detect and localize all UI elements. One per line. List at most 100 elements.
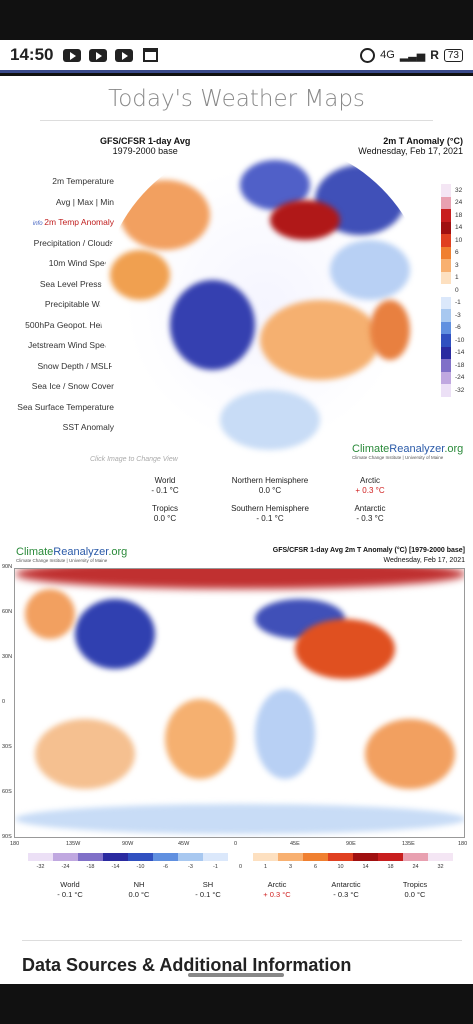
y-tick-label: 90N xyxy=(2,564,13,570)
signal-icon: ▂▃▅ xyxy=(399,49,426,62)
menu-item-label: Snow Depth / MSLP xyxy=(37,360,114,371)
globe-color-legend: 32 24 18 14 10 6 3 1 0 -1 -3 -6 -10 -14 -18 -24 -32 xyxy=(441,184,467,397)
legend-label: -6 xyxy=(163,864,168,870)
legend-swatch xyxy=(441,346,451,359)
menu-item[interactable]: Sea Surface Temperature xyxy=(0,397,118,418)
legend-label: 24 xyxy=(412,864,419,870)
stat-value: + 0.3 °C xyxy=(355,486,385,495)
world-anomaly-map[interactable] xyxy=(14,568,465,838)
menu-item[interactable]: 2m Temperature xyxy=(0,171,118,192)
menu-item[interactable]: Sea Ice / Snow Cover xyxy=(0,376,118,397)
legend-label: -6 xyxy=(455,324,461,332)
legend-label: 24 xyxy=(455,199,463,207)
stat-name: Southern Hemisphere xyxy=(231,504,309,513)
legend-swatch xyxy=(228,853,253,861)
legend-entry: 14 xyxy=(441,221,467,234)
legend-swatch xyxy=(441,309,451,322)
y-tick-label: 30N xyxy=(2,654,13,660)
legend-label: -10 xyxy=(455,336,465,344)
status-time: 14:50 xyxy=(10,45,54,64)
globe-model-label: GFS/CFSR 1-day Avg xyxy=(100,136,191,146)
x-tick-label: 135W xyxy=(66,841,81,847)
data-sources-heading: Data Sources & Additional Information xyxy=(22,940,462,976)
menu-item[interactable]: Jetstream Wind Speed xyxy=(0,335,118,356)
menu-item[interactable]: 500hPa Geopot. Height xyxy=(0,315,118,336)
y-tick-label: 30S xyxy=(2,744,12,750)
anomaly-region xyxy=(295,619,395,679)
info-label: info xyxy=(32,221,45,227)
calendar-icon xyxy=(143,48,159,62)
legend-entry: 32 xyxy=(441,184,467,197)
anomaly-region xyxy=(35,719,135,789)
stat-name: SH xyxy=(202,880,214,889)
legend-label: 3 xyxy=(455,261,459,269)
menu-item-label: 10m Wind Speed xyxy=(48,258,114,268)
status-bar: 14:50 4G ▂▃▅ R 73 xyxy=(0,40,473,73)
legend-label: 6 xyxy=(455,249,459,257)
climate-reanalyzer-logo[interactable]: ClimateReanalyzer.org Climate Change Ins… xyxy=(352,443,464,460)
menu-item-label: Jetstream Wind Speed xyxy=(28,340,114,350)
y-tick-label: 60N xyxy=(2,609,13,615)
stat-value: - 0.1 °C xyxy=(256,514,284,523)
stat-name: Northern Hemisphere xyxy=(231,476,309,485)
stat-value: 0.0 °C xyxy=(258,486,282,495)
menu-item-label: SST Anomaly xyxy=(62,422,114,432)
legend-swatch xyxy=(103,853,128,861)
legend-label: -14 xyxy=(111,864,120,870)
stat-block: World - 0.1 °C xyxy=(115,476,215,495)
anomaly-region xyxy=(110,250,170,300)
carrier-letter: R xyxy=(430,48,439,62)
legend-swatch xyxy=(441,246,451,259)
legend-label: -1 xyxy=(213,864,218,870)
stat-name: Antarctic xyxy=(354,504,386,513)
menu-item[interactable]: Precipitation / Clouds xyxy=(0,233,118,254)
stat-block: Tropics 0.0 °C xyxy=(385,880,445,899)
legend-swatch xyxy=(441,196,451,209)
youtube-icon xyxy=(115,48,134,62)
menu-item[interactable]: 10m Wind Speed xyxy=(0,253,118,274)
anomaly-region xyxy=(330,240,410,300)
climate-reanalyzer-logo[interactable]: ClimateReanalyzer.org Climate Change Ins… xyxy=(16,546,128,563)
globe-base-label: 1979-2000 base xyxy=(112,146,178,156)
legend-entry: -18 xyxy=(441,359,467,372)
legend-swatch xyxy=(253,853,278,861)
stat-name: Arctic xyxy=(360,476,380,485)
menu-item[interactable]: Sea Level Pressure xyxy=(0,274,118,295)
legend-entry: 10 xyxy=(441,234,467,247)
globe-map[interactable] xyxy=(100,140,430,470)
menu-item[interactable]: info 2m Temp Anomaly xyxy=(0,212,118,233)
legend-label: -32 xyxy=(455,386,465,394)
anomaly-region xyxy=(170,280,255,370)
menu-item[interactable]: Avg | Max | Min xyxy=(0,192,118,213)
legend-label: 32 xyxy=(455,186,463,194)
legend-swatch xyxy=(328,853,353,861)
legend-entry: -3 xyxy=(441,309,467,322)
legend-entry: 1 xyxy=(441,271,467,284)
legend-swatch xyxy=(441,234,451,247)
youtube-icon xyxy=(89,48,108,62)
x-tick-label: 135E xyxy=(402,841,415,847)
menu-item[interactable]: Snow Depth / MSLP xyxy=(0,356,118,377)
legend-swatch xyxy=(53,853,78,861)
legend-swatch xyxy=(28,853,53,861)
anomaly-region xyxy=(75,599,155,669)
menu-item[interactable]: Precipitable Water xyxy=(0,294,118,315)
anomaly-region xyxy=(120,180,210,250)
stat-value: - 0.1 °C xyxy=(57,890,83,899)
stat-block: World - 0.1 °C xyxy=(40,880,100,899)
legend-label: -3 xyxy=(455,311,461,319)
x-tick-label: 180 xyxy=(10,841,20,847)
stat-value: 0.0 °C xyxy=(128,890,150,899)
home-indicator[interactable] xyxy=(188,973,284,977)
legend-entry: -6 xyxy=(441,321,467,334)
menu-item[interactable]: SST Anomaly xyxy=(0,417,118,438)
legend-swatch xyxy=(303,853,328,861)
legend-label: 18 xyxy=(387,864,394,870)
stat-block: NH 0.0 °C xyxy=(109,880,169,899)
map-title: GFS/CFSR 1-day Avg 2m T Anomaly (°C) [19… xyxy=(272,547,465,564)
stat-name: World xyxy=(154,476,176,485)
anomaly-region xyxy=(260,300,380,380)
legend-label: 1 xyxy=(263,864,268,870)
x-tick-label: 45W xyxy=(178,841,190,847)
globe-header-left: GFS/CFSR 1-day Avg 1979-2000 base xyxy=(100,136,190,156)
